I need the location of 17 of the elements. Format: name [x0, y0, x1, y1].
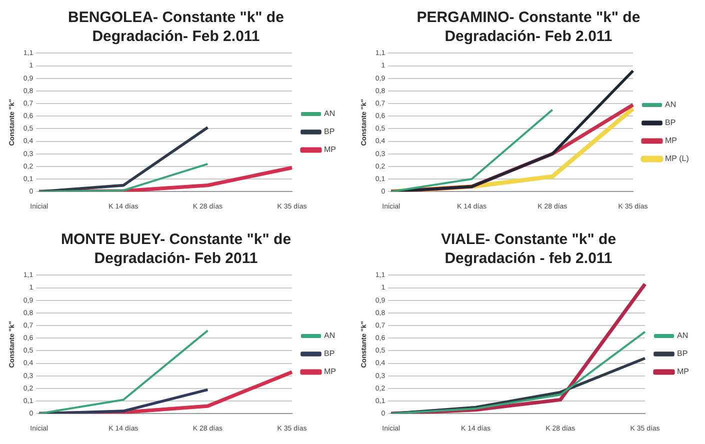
legend-label: AN: [677, 331, 688, 340]
legend-label: MP: [324, 145, 336, 154]
legend-label: AN: [665, 100, 676, 110]
chart-title: VIALE- Constante "k" de Degradación - feb 2.011: [440, 230, 618, 268]
legend-label: BP: [665, 118, 676, 128]
legend-label: AN: [324, 109, 336, 118]
legend-label: BP: [324, 127, 335, 136]
legend-label: AN: [324, 331, 336, 340]
chart-title: PERGAMINO- Constante "k" de Degradación- Feb 2.011: [416, 8, 642, 46]
legend-label: BP: [324, 349, 335, 358]
legend-label: MP: [677, 367, 689, 376]
chart-title: MONTE BUEY- Constante "k" de Degradación- Feb 2011: [60, 230, 292, 268]
legend-label: BP: [677, 349, 688, 358]
legend-label: MP: [324, 367, 336, 376]
legend-label: MP (L): [665, 154, 690, 164]
legend-label: MP: [665, 136, 677, 146]
chart-title: BENGOLEA- Constante "k" de Degradación- Feb 2.011: [67, 8, 285, 46]
